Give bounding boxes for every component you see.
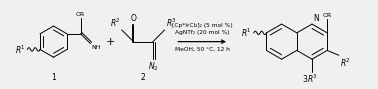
Text: OR: OR xyxy=(76,12,85,17)
Text: MeOH, 50 °C, 12 h: MeOH, 50 °C, 12 h xyxy=(175,47,229,52)
Text: AgNTf₂ (20 mol %): AgNTf₂ (20 mol %) xyxy=(175,30,229,35)
Text: N: N xyxy=(313,14,319,23)
Text: 3: 3 xyxy=(302,75,307,84)
Text: $R^1$: $R^1$ xyxy=(241,27,252,39)
Text: NH: NH xyxy=(91,45,101,50)
Text: 2: 2 xyxy=(141,73,146,82)
Text: [Cp*IrCl₂]₂ (5 mol %): [Cp*IrCl₂]₂ (5 mol %) xyxy=(172,23,232,28)
Text: $R^2$: $R^2$ xyxy=(110,17,121,29)
Text: 1: 1 xyxy=(51,73,56,82)
Text: $R^3$: $R^3$ xyxy=(307,73,318,85)
Text: OR: OR xyxy=(322,13,332,18)
Text: $R^1$: $R^1$ xyxy=(14,43,25,56)
Text: O: O xyxy=(130,14,136,23)
Text: +: + xyxy=(105,37,115,47)
Text: $N_2$: $N_2$ xyxy=(148,60,158,73)
Text: $R^3$: $R^3$ xyxy=(166,17,177,29)
Text: $R^2$: $R^2$ xyxy=(340,56,351,69)
